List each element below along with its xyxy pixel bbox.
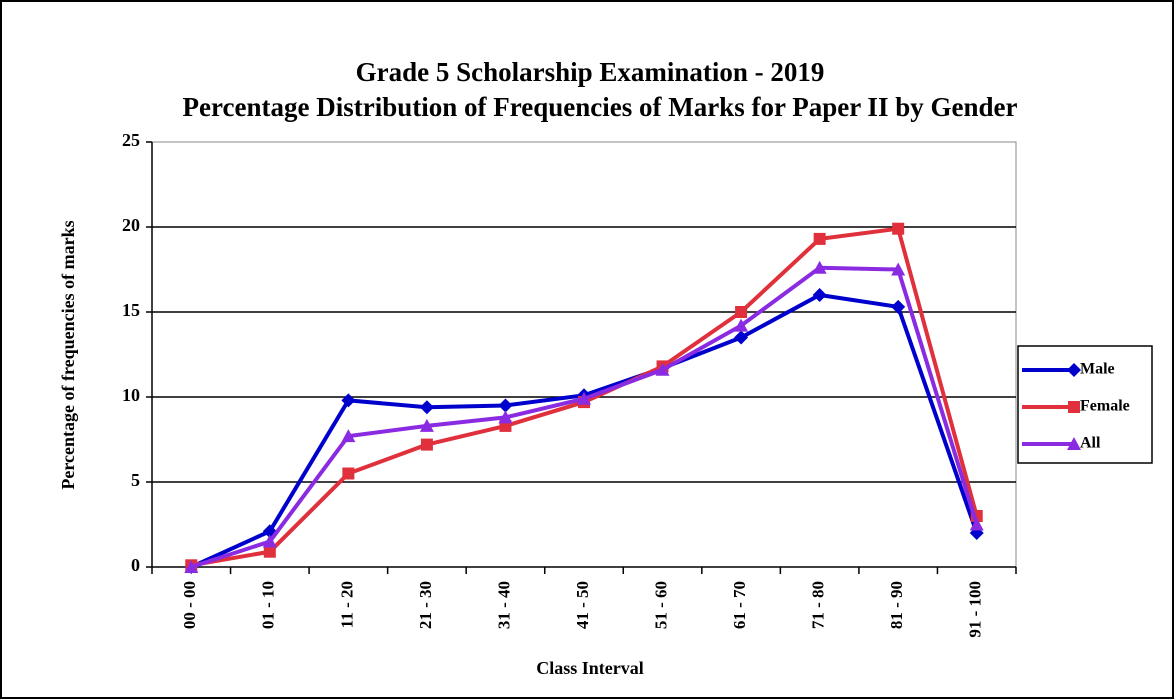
- data-point: [420, 438, 433, 451]
- legend-label: All: [1080, 435, 1101, 452]
- data-point: [891, 262, 906, 276]
- data-point: [813, 232, 826, 245]
- legend-marker: [1067, 437, 1081, 450]
- x-tick-label: 71 - 80: [809, 581, 828, 629]
- chart-subtitle: Percentage Distribution of Frequencies o…: [183, 92, 1018, 122]
- data-point: [498, 398, 513, 413]
- data-point: [342, 467, 355, 480]
- x-tick-label: 91 - 100: [966, 581, 985, 638]
- legend-marker: [1068, 401, 1080, 413]
- y-tick-label: 0: [131, 555, 140, 575]
- x-tick-label: 00 - 00: [180, 581, 199, 629]
- x-tick-label: 81 - 90: [887, 581, 906, 629]
- data-point: [419, 400, 434, 415]
- y-tick-label: 10: [122, 385, 140, 405]
- x-tick-label: 21 - 30: [416, 581, 435, 629]
- data-point: [812, 288, 827, 302]
- y-tick-label: 15: [122, 300, 140, 320]
- plot-area: [151, 141, 1017, 568]
- y-tick-label: 5: [131, 470, 140, 490]
- data-point: [262, 534, 277, 548]
- data-point: [263, 545, 276, 558]
- y-axis-label: Percentage of frequencies of marks: [58, 220, 78, 489]
- legend-label: Male: [1080, 361, 1115, 378]
- x-tick-label: 41 - 50: [573, 581, 592, 629]
- data-point: [734, 318, 749, 332]
- x-tick-label: 31 - 40: [494, 581, 513, 629]
- legend-marker: [1067, 363, 1081, 377]
- x-tick-label: 61 - 70: [730, 581, 749, 629]
- chart-title: Grade 5 Scholarship Examination - 2019: [356, 57, 825, 87]
- x-axis-label: Class Interval: [536, 658, 644, 678]
- y-tick-label: 20: [122, 215, 140, 235]
- data-point: [341, 429, 356, 443]
- data-point: [812, 260, 827, 274]
- data-point: [577, 391, 591, 405]
- data-point: [498, 410, 513, 424]
- data-point: [184, 560, 199, 573]
- data-point: [734, 330, 749, 345]
- x-tick-label: 11 - 20: [337, 581, 356, 628]
- x-tick-label: 51 - 60: [651, 581, 670, 629]
- data-point: [419, 418, 434, 432]
- data-point: [655, 362, 670, 376]
- x-tick-label: 01 - 10: [259, 581, 278, 629]
- data-point: [969, 517, 984, 531]
- data-point: [735, 306, 748, 318]
- data-point: [891, 299, 906, 314]
- y-tick-label: 25: [122, 130, 140, 150]
- data-point: [892, 222, 905, 235]
- data-point: [341, 393, 356, 408]
- legend-label: Female: [1080, 398, 1130, 415]
